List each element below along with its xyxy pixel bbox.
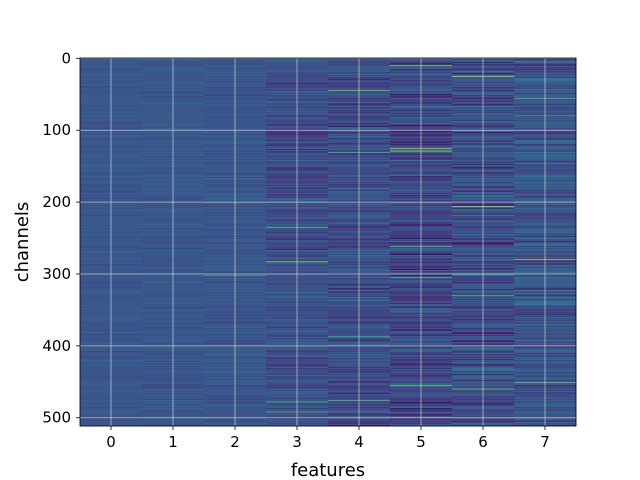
- y-tick-label: 200: [42, 193, 71, 211]
- y-tick-label: 0: [61, 49, 71, 67]
- x-tick-label: 5: [416, 433, 426, 451]
- x-tick-label: 0: [106, 433, 116, 451]
- gridlines: [80, 57, 576, 426]
- y-tick-label: 400: [42, 337, 71, 355]
- x-axis-ticks: 0 1 2 3 4 5 6 7: [106, 426, 550, 451]
- x-tick-label: 3: [292, 433, 302, 451]
- y-tick-label: 100: [42, 121, 71, 139]
- y-axis-label: channels: [12, 202, 33, 283]
- y-tick-label: 500: [42, 409, 71, 427]
- x-tick-label: 7: [540, 433, 550, 451]
- plot-area: [79, 57, 577, 427]
- plot-frame: [79, 57, 577, 427]
- y-axis-ticks: 0 100 200 300 400 500: [42, 49, 80, 427]
- y-tick-label: 300: [42, 265, 71, 283]
- x-tick-label: 1: [168, 433, 178, 451]
- x-tick-label: 4: [354, 433, 364, 451]
- x-tick-label: 6: [478, 433, 488, 451]
- x-tick-label: 2: [230, 433, 240, 451]
- heatmap-cells: [80, 58, 577, 427]
- x-axis-label: features: [291, 460, 365, 480]
